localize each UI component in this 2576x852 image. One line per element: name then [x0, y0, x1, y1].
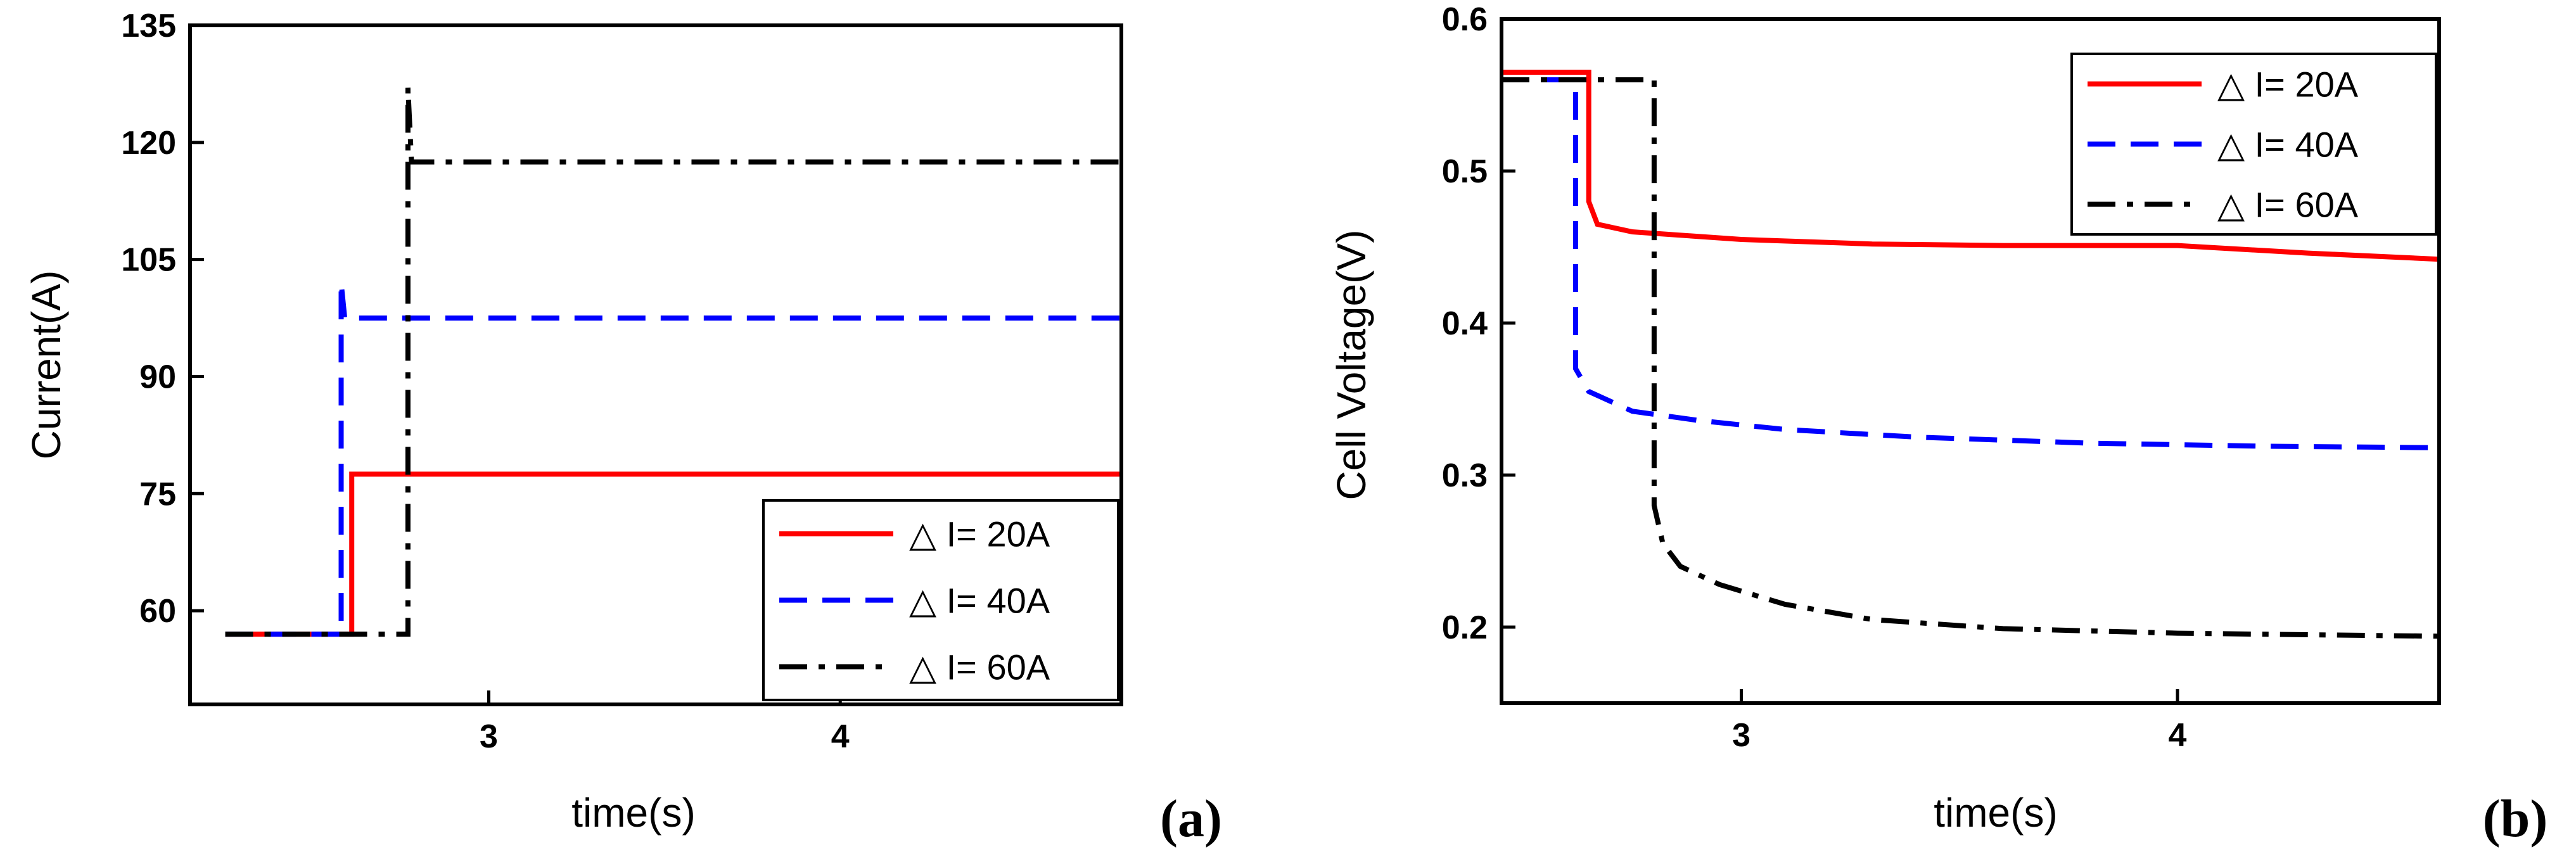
panel-a-y-tick-label: 135 — [121, 8, 176, 44]
panel-b-panel-label: (b) — [2483, 789, 2548, 848]
panel-a-y-tick-label: 90 — [139, 359, 176, 395]
panel-b-series-line-1 — [1502, 70, 2439, 262]
panel-a-panel-label: (a) — [1160, 789, 1222, 848]
panel-a-series-line-3 — [225, 87, 1121, 637]
panel-b-x-tick-label: 3 — [1732, 717, 1750, 754]
panel-b-x-tick-label: 4 — [2169, 717, 2187, 754]
panel-b-y-tick-label: 0.4 — [1442, 305, 1488, 342]
panel-a-legend-label: △ I= 20A — [909, 514, 1050, 554]
panel-a-legend-label: △ I= 60A — [909, 647, 1050, 687]
panel-a-legend: △ I= 20A △ I= 40A △ I= 60A — [762, 499, 1119, 701]
panel-b-legend-label: △ I= 40A — [2217, 125, 2359, 165]
panel-a-legend-label: △ I= 40A — [909, 581, 1050, 621]
panel-a-plot-frame — [188, 23, 1123, 706]
panel-b-y-tick-label: 0.6 — [1442, 1, 1488, 38]
panel-a-x-axis-label: time(s) — [571, 790, 696, 836]
panel-b-voltage-chart: 0.2 0.3 0.4 0.5 0.6 3 4 time(s) Cell Voltage(V) △… — [1329, 1, 2547, 848]
panel-b-plot-frame — [1500, 17, 2441, 705]
panel-b-legend: △ I= 20A △ I= 40A △ I= 60A — [2070, 53, 2437, 236]
panel-b-y-tick-label: 0.5 — [1442, 153, 1488, 190]
panel-a-x-tick-label: 4 — [831, 718, 850, 755]
panel-b-legend-label: △ I= 60A — [2217, 185, 2359, 225]
panel-b-y-tick-label: 0.2 — [1442, 609, 1488, 646]
panel-b-x-axis-label: time(s) — [1934, 790, 2058, 836]
panel-b-y-tick-label: 0.3 — [1442, 457, 1488, 494]
panel-a-y-tick-label: 105 — [121, 242, 176, 279]
panel-a-y-tick-label: 120 — [121, 125, 176, 162]
panel-b-y-axis-label: Cell Voltage(V) — [1329, 230, 1374, 500]
panel-b-series-line-2 — [1502, 77, 2439, 450]
panel-b-legend-label: △ I= 20A — [2217, 65, 2359, 105]
panel-a-y-axis-label: Current(A) — [23, 270, 69, 460]
panel-a-y-tick-label: 60 — [139, 593, 176, 630]
panel-a-current-chart: 60 75 90 105 120 135 3 4 time(s) Current(A) △ I= 2… — [23, 8, 1222, 848]
panel-a-x-tick-label: 3 — [480, 718, 498, 755]
panel-b-series-line-3 — [1502, 77, 2439, 639]
panel-a-y-tick-label: 75 — [139, 476, 176, 512]
